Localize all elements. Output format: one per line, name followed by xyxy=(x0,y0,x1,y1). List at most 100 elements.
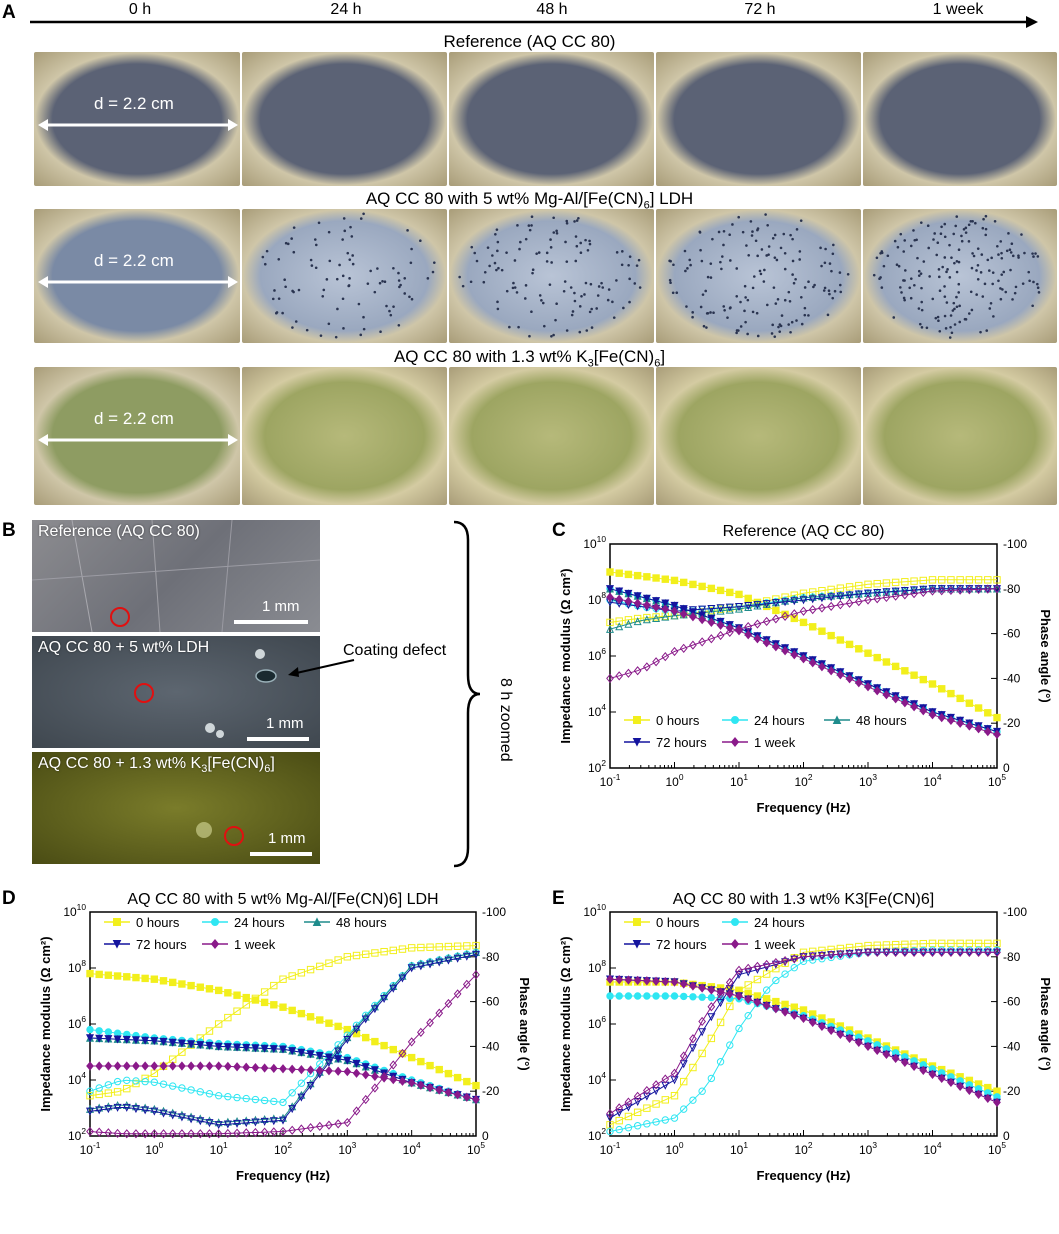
phase-line xyxy=(609,951,997,1119)
phase-point xyxy=(444,956,453,965)
modulus-point xyxy=(159,977,168,985)
phase-point xyxy=(781,611,789,621)
phase-point xyxy=(947,576,955,584)
panel-letter-d: D xyxy=(2,888,16,909)
phase-point xyxy=(113,1077,122,1086)
phase-point xyxy=(854,590,863,599)
phase-point xyxy=(652,1100,660,1108)
y2-tick-label: -100 xyxy=(1003,537,1027,551)
phase-point xyxy=(615,1116,623,1125)
phase-point xyxy=(753,601,762,610)
phase-point xyxy=(817,592,826,601)
modulus-point xyxy=(624,992,633,1000)
modulus-point xyxy=(297,1009,306,1018)
phase-point xyxy=(716,999,725,1008)
modulus-point xyxy=(453,1073,462,1082)
defect-circle-marker xyxy=(224,826,244,846)
x-axis-label: Frequency (Hz) xyxy=(757,800,851,815)
phase-point xyxy=(85,1107,95,1116)
modulus-point xyxy=(269,1063,278,1074)
y2-axis-label: Phase angle (°) xyxy=(1038,609,1053,702)
phase-point xyxy=(900,587,909,596)
phase-point xyxy=(643,1120,651,1128)
phase-point xyxy=(85,1104,95,1113)
modulus-point xyxy=(315,1065,324,1076)
bubble xyxy=(205,723,215,733)
modulus-point xyxy=(735,991,743,1001)
modulus-point xyxy=(827,666,835,676)
legend-entry: 0 hours xyxy=(624,713,700,728)
modulus-point xyxy=(407,1078,416,1088)
phase-point xyxy=(159,1080,168,1088)
modulus-point xyxy=(689,981,697,991)
y-tick-label: 104 xyxy=(588,1070,606,1087)
phase-line xyxy=(609,949,997,1132)
legend-label: 0 hours xyxy=(656,713,700,728)
phase-point xyxy=(463,942,471,950)
phase-point xyxy=(435,955,444,964)
phase-point xyxy=(615,1103,624,1113)
y2-tick-label: -40 xyxy=(1003,1039,1021,1053)
modulus-point xyxy=(845,640,854,649)
phase-point xyxy=(288,1105,297,1114)
phase-point xyxy=(398,1048,407,1059)
corrosion-spots xyxy=(458,215,642,338)
modulus-point xyxy=(762,1000,771,1011)
phase-point xyxy=(670,646,679,657)
phase-point xyxy=(744,981,752,989)
phase-point xyxy=(956,576,964,584)
modulus-point xyxy=(744,594,752,603)
modulus-point xyxy=(854,678,863,688)
phase-point xyxy=(762,959,771,970)
phase-point xyxy=(661,1096,669,1104)
phase-point xyxy=(753,975,762,984)
phase-point xyxy=(891,578,900,587)
modulus-point xyxy=(260,1063,269,1073)
phase-point xyxy=(389,946,397,955)
modulus-point xyxy=(652,602,660,612)
modulus-point xyxy=(781,1000,789,1009)
phase-point xyxy=(233,1007,241,1015)
modulus-point xyxy=(680,578,688,587)
panel-letter-c: C xyxy=(552,520,566,541)
sample-photo xyxy=(656,367,861,505)
phase-point xyxy=(104,1105,113,1114)
x-axis-label: Frequency (Hz) xyxy=(236,1168,330,1183)
phase-point xyxy=(772,964,780,973)
diameter-arrow xyxy=(38,434,238,446)
phase-point xyxy=(808,592,817,601)
phase-point xyxy=(983,947,992,957)
legend-label: 1 week xyxy=(754,735,796,750)
phase-point xyxy=(725,605,734,614)
modulus-point xyxy=(159,1037,168,1046)
modulus-point xyxy=(735,590,743,599)
legend-marker xyxy=(731,716,739,724)
modulus-point xyxy=(670,977,679,987)
y2-axis-label: Phase angle (°) xyxy=(1038,977,1053,1070)
phase-point xyxy=(689,1096,697,1104)
x-tick-label: 100 xyxy=(665,772,683,789)
modulus-point xyxy=(956,694,964,703)
timepoint-label: 1 week xyxy=(932,1,984,18)
modulus-point xyxy=(141,1036,150,1045)
phase-point xyxy=(735,965,743,975)
modulus-point xyxy=(642,594,651,603)
scale-label: 1 mm xyxy=(268,830,306,847)
phase-point xyxy=(652,613,661,622)
modulus-point xyxy=(132,1061,140,1071)
phase-point xyxy=(86,1126,94,1137)
modulus-point xyxy=(790,614,798,623)
legend-marker xyxy=(632,738,642,747)
corrosion-spots xyxy=(872,214,1041,339)
phase-point xyxy=(910,947,918,955)
phase-point xyxy=(762,616,771,627)
modulus-point xyxy=(223,1043,232,1052)
modulus-point xyxy=(453,1090,462,1100)
y2-tick-label: -60 xyxy=(1003,995,1021,1009)
phase-point xyxy=(444,942,453,951)
phase-point xyxy=(86,1091,94,1100)
modulus-point xyxy=(882,690,891,700)
phase-point xyxy=(270,1097,278,1106)
phase-point xyxy=(642,1092,651,1101)
x-tick-label: 100 xyxy=(145,1140,163,1157)
